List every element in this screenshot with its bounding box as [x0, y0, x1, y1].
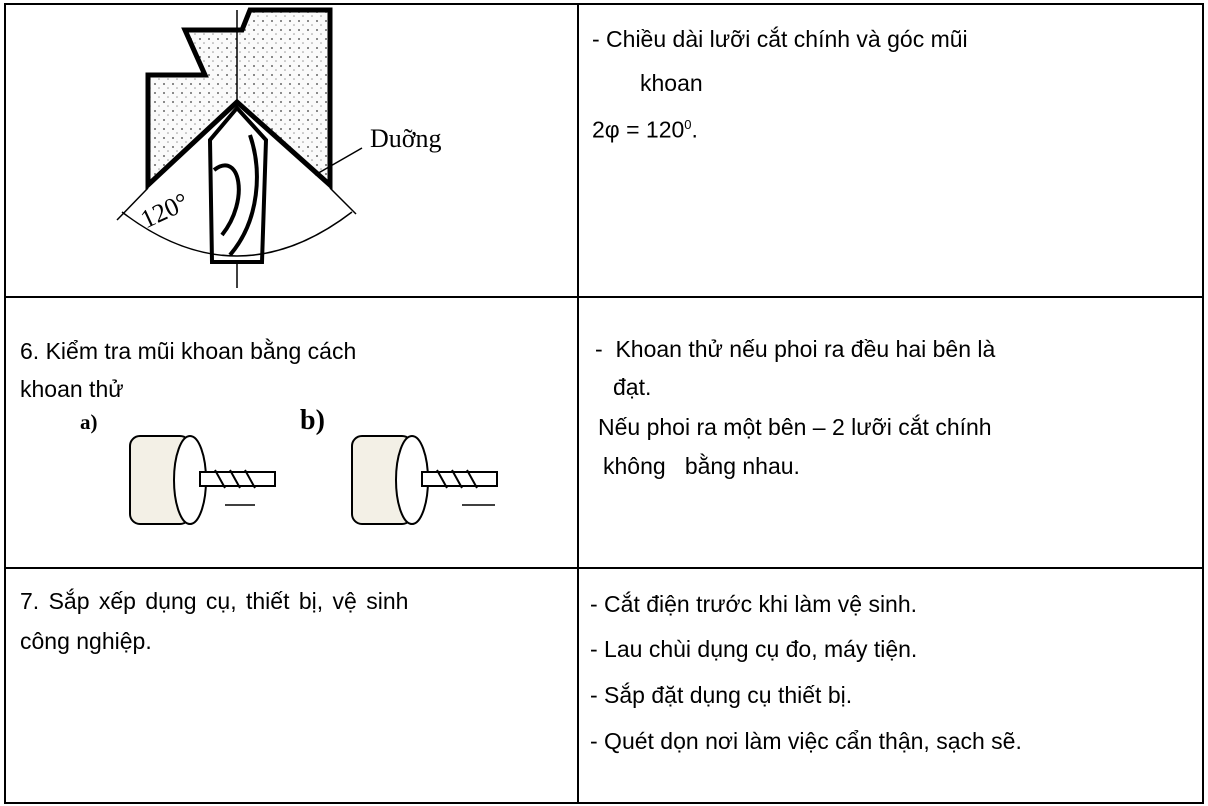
text-line: - Chiều dài lưỡi cắt chính và góc mũi: [592, 26, 968, 52]
text-line: khoan: [640, 70, 703, 96]
text-line: đạt.: [613, 374, 652, 400]
formula: 2φ = 1200.: [592, 118, 698, 142]
text-line: công nghiệp.: [20, 628, 152, 654]
formula-text: 2φ = 120: [592, 116, 685, 143]
text-line: - Lau chùi dụng cụ đo, máy tiện.: [590, 636, 918, 662]
text-line: 7. Sắp xếp dụng cụ, thiết bị, vệ sinh: [20, 588, 409, 614]
gauge-figure: [116, 7, 363, 288]
text-line: Nếu phoi ra một bên – 2 lưỡi cắt chính: [598, 414, 992, 440]
drill-test-a: [129, 435, 276, 525]
text-line: - Khoan thử nếu phoi ra đều hai bên là: [595, 336, 996, 362]
text-line: 6. Kiểm tra mũi khoan bằng cách: [20, 338, 357, 364]
text-line: không bằng nhau.: [603, 453, 800, 479]
text-line: - Sắp đặt dụng cụ thiết bị.: [590, 682, 853, 708]
drill-test-b: [351, 435, 498, 525]
formula-end: .: [691, 116, 698, 143]
text-line: khoan thử: [20, 376, 124, 402]
formula-sup: 0: [684, 117, 692, 132]
text-line: - Cắt điện trước khi làm vệ sinh.: [590, 591, 918, 617]
figure-caption: b): [300, 405, 325, 436]
figure-caption: a): [80, 410, 98, 434]
gauge-label: Duỡng: [370, 124, 442, 153]
text-line: - Quét dọn nơi làm việc cẩn thận, sạch s…: [590, 728, 1022, 754]
